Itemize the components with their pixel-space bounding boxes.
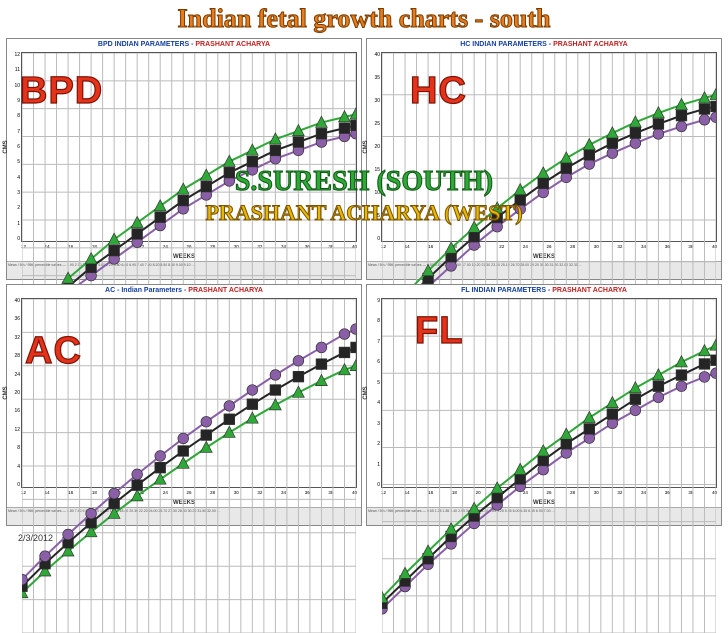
chart-title: FL INDIAN PARAMETERS - PRASHANT ACHARYA: [367, 285, 721, 296]
label-bpd: BPD: [20, 70, 103, 113]
label-fl: FL: [415, 310, 463, 353]
chart-grid: BPD INDIAN PARAMETERS - PRASHANT ACHARYA…: [6, 38, 722, 526]
overlay-yellow: PRASHANT ACHARYA (WEST): [0, 200, 728, 226]
y-axis-label: CMS: [3, 386, 9, 399]
main-title: Indian fetal growth charts - south: [0, 4, 728, 34]
overlay-green: S.SURESH (SOUTH): [0, 166, 728, 198]
label-ac: AC: [25, 330, 82, 373]
y-axis-label: CMS: [3, 140, 9, 153]
date-footer: 2/3/2012: [18, 533, 53, 543]
chart-title: AC - Indian Parameters - PRASHANT ACHARY…: [7, 285, 361, 296]
plot-area: [21, 298, 357, 488]
chart-ac: AC - Indian Parameters - PRASHANT ACHARY…: [6, 284, 362, 526]
label-hc: HC: [410, 70, 467, 113]
chart-title: BPD INDIAN PARAMETERS - PRASHANT ACHARYA: [7, 39, 361, 50]
y-axis-label: CMS: [363, 386, 369, 399]
y-axis-ticks: 9876543210: [367, 296, 381, 490]
y-axis-ticks: 4036322824201612840: [7, 296, 21, 490]
y-axis-label: CMS: [363, 140, 369, 153]
chart-title: HC INDIAN PARAMETERS - PRASHANT ACHARYA: [367, 39, 721, 50]
